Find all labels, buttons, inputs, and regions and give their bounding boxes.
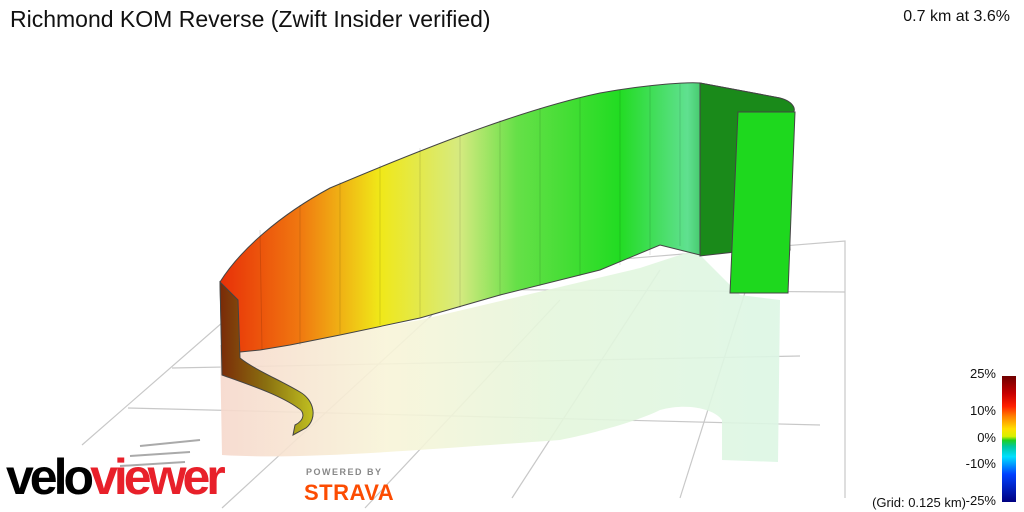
return-wall-bright: [729, 111, 796, 294]
grid-note: (Grid: 0.125 km): [872, 495, 966, 510]
veloviewer-logo[interactable]: veloviewer: [6, 449, 226, 505]
compass-icon: [119, 439, 201, 467]
scale-label-0: 0%: [977, 430, 996, 445]
profile-reflection: [220, 250, 780, 462]
powered-by-label: POWERED BY: [306, 467, 383, 477]
segment-summary: 0.7 km at 3.6%: [903, 8, 1010, 25]
scale-label-minus10: -10%: [965, 456, 996, 471]
scale-label-25: 25%: [969, 366, 996, 381]
scale-label-10: 10%: [969, 403, 996, 418]
scale-label-minus25: -25%: [965, 493, 996, 508]
strava-logo[interactable]: STRAVA: [304, 480, 395, 505]
gradient-colorbar: [1002, 376, 1016, 502]
start-front-face: [219, 280, 314, 436]
logo-viewer: viewer: [90, 449, 226, 505]
logo-velo: velo: [6, 449, 94, 505]
wall-strips: [259, 84, 681, 351]
segment-title: Richmond KOM Reverse (Zwift Insider veri…: [10, 6, 491, 32]
